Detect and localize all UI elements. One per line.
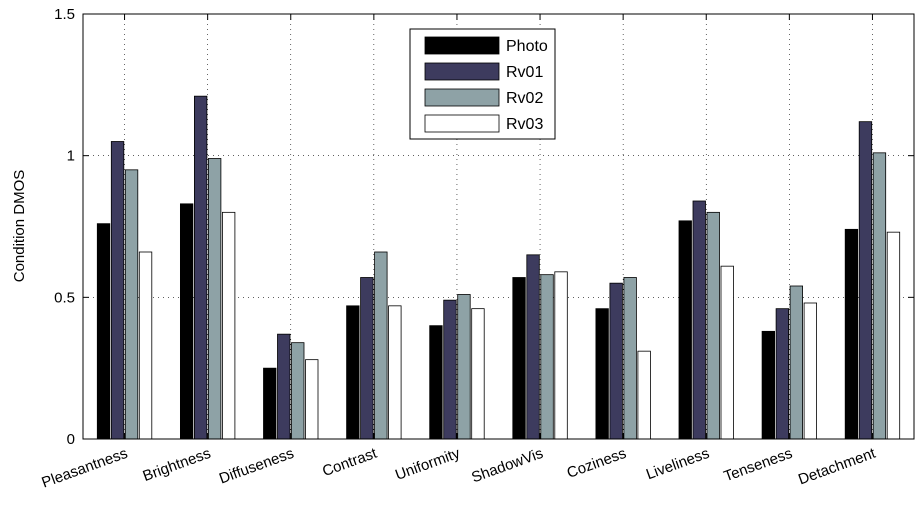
x-tick-label-8: Tenseness — [722, 445, 795, 486]
bar-rv01-coziness — [609, 282, 623, 440]
y-tick-label-0: 0 — [67, 431, 75, 448]
bar-rv03-brightness — [221, 211, 236, 440]
bar-rv01-diffuseness — [277, 333, 291, 440]
bar-rv03-tenseness — [803, 302, 817, 440]
x-tick-label-7: Liveliness — [644, 445, 712, 484]
legend-label-rv02: Rv02 — [506, 90, 543, 107]
bar-rv02-brightness — [207, 158, 222, 440]
bar-rv03-coziness — [637, 350, 651, 440]
legend: Photo Rv01 Rv02 Rv03 — [409, 28, 556, 140]
bars-layer — [96, 95, 901, 440]
bar-rv01-uniformity — [443, 299, 457, 440]
bar-photo-contrast — [346, 305, 360, 440]
x-tick-label-9: Detachment — [796, 444, 879, 488]
bar-photo-detachment — [844, 228, 859, 440]
bar-rv02-tenseness — [789, 285, 803, 440]
x-tick-label-5: ShadowVis — [469, 445, 545, 487]
legend-swatch-photo — [424, 36, 500, 55]
legend-label-rv01: Rv01 — [506, 64, 543, 81]
bar-rv01-tenseness — [775, 308, 789, 440]
x-tick-label-2: Diffuseness — [217, 445, 296, 488]
plot-frame — [82, 13, 915, 440]
legend-swatch-rv02 — [424, 88, 500, 107]
bar-photo-diffuseness — [263, 367, 277, 440]
legend-swatch-rv01 — [424, 62, 500, 81]
bar-rv03-pleasantness — [138, 251, 153, 440]
bar-rv01-pleasantness — [110, 141, 125, 440]
bar-rv03-diffuseness — [305, 359, 319, 440]
y-tick-label-3: 1.5 — [54, 6, 75, 23]
bar-rv01-contrast — [360, 277, 374, 440]
x-tick-label-1: Brightness — [141, 445, 213, 485]
x-tick-label-6: Coziness — [565, 445, 629, 482]
bar-rv03-detachment — [886, 231, 901, 440]
bar-rv02-diffuseness — [291, 342, 305, 440]
bar-photo-uniformity — [429, 325, 443, 440]
legend-label-photo: Photo — [506, 38, 548, 55]
bar-rv02-coziness — [623, 277, 637, 440]
x-tick-label-0: Pleasantness — [39, 445, 129, 492]
bar-rv03-shadowvis — [554, 271, 568, 440]
bar-photo-coziness — [595, 308, 609, 440]
bar-rv02-contrast — [374, 251, 388, 440]
y-axis-label: Condition DMOS — [11, 170, 28, 283]
bar-rv01-liveliness — [692, 200, 706, 440]
y-tick-label-1: 0.5 — [54, 289, 75, 306]
bar-rv02-liveliness — [706, 211, 720, 440]
bar-photo-tenseness — [761, 330, 775, 440]
bar-photo-pleasantness — [96, 223, 111, 440]
bar-rv01-brightness — [193, 95, 208, 440]
x-tick-label-4: Uniformity — [393, 445, 463, 484]
bar-photo-liveliness — [678, 220, 692, 440]
x-tick-label-3: Contrast — [320, 445, 380, 481]
legend-swatch-rv03 — [424, 114, 500, 133]
bar-rv02-uniformity — [457, 294, 471, 440]
y-tick-label-2: 1 — [67, 148, 75, 165]
bar-photo-brightness — [179, 203, 194, 440]
bar-rv02-detachment — [872, 152, 887, 440]
bar-rv02-shadowvis — [540, 274, 554, 440]
bar-photo-shadowvis — [512, 277, 526, 440]
bar-rv01-detachment — [858, 121, 873, 440]
bar-rv03-liveliness — [720, 265, 734, 440]
bar-rv01-shadowvis — [526, 254, 540, 440]
legend-label-rv03: Rv03 — [506, 116, 543, 133]
bar-rv03-contrast — [388, 305, 402, 440]
bar-rv03-uniformity — [471, 308, 485, 440]
bar-rv02-pleasantness — [124, 169, 139, 440]
